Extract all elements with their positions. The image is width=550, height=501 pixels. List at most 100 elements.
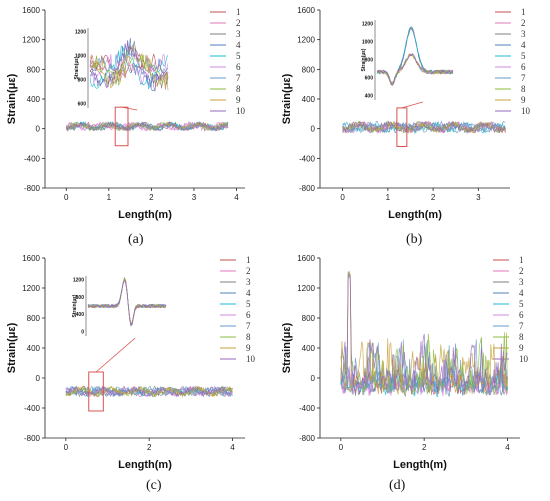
inset-tick-label: 600 — [365, 76, 374, 82]
legend-label: 4 — [521, 40, 526, 50]
legend-label: 10 — [236, 106, 246, 116]
legend-label: 9 — [519, 343, 524, 353]
series-line-8 — [340, 272, 508, 396]
legend-label: 8 — [521, 84, 526, 94]
x-tick-label: 2 — [422, 443, 427, 452]
y-tick-label: 1200 — [22, 284, 40, 293]
inset-tick-label: 400 — [76, 312, 85, 318]
inset-tick-label: 800 — [76, 295, 85, 301]
legend-label: 2 — [521, 18, 526, 28]
y-tick-label: 1200 — [297, 36, 315, 45]
y-tick-label: 1200 — [22, 36, 40, 45]
y-tick-label: 0 — [311, 125, 316, 134]
inset-series-9 — [89, 45, 169, 89]
y-tick-label: -800 — [24, 184, 41, 193]
panel-d: -800 -400 0 400 800 1200 1600 0 2 4 Length(m) Strai… — [275, 252, 550, 501]
y-tick-label: 800 — [27, 65, 41, 74]
legend-label: 1 — [519, 255, 524, 265]
legend-label: 2 — [246, 266, 251, 276]
legend-label: 9 — [246, 343, 251, 353]
x-tick-label: 1 — [386, 193, 391, 202]
panel-b: -800 -400 0 400 800 1200 1600 0 1 2 3 Length(m) Stra… — [275, 0, 550, 260]
legend-label: 5 — [521, 51, 526, 61]
inset-series-8 — [87, 277, 166, 326]
inset-series-9 — [376, 53, 454, 87]
inset-tick-label: 1000 — [75, 54, 86, 60]
panel-a: -800 -400 0 400 800 1200 1600 0 1 2 3 4 Length(m) Str… — [0, 0, 275, 260]
chart-c: -800 -400 0 400 800 1200 1600 0 2 4 Length(m) Strai… — [6, 254, 256, 471]
legend-label: 6 — [246, 310, 251, 320]
legend-label: 1 — [246, 255, 251, 265]
legend-label: 9 — [521, 95, 526, 105]
inset-tick-label: 1000 — [362, 40, 373, 46]
series-line-4 — [65, 385, 233, 398]
x-tick-label: 2 — [149, 193, 154, 202]
legend-label: 5 — [519, 299, 524, 309]
series-line-7 — [340, 271, 508, 396]
y-tick-label: 1600 — [297, 6, 315, 15]
inset-y-label: Strain(με) — [74, 56, 80, 79]
y-tick-label: -400 — [24, 404, 41, 413]
x-tick-label: 0 — [340, 193, 345, 202]
legend-label: 7 — [246, 321, 251, 331]
legend-label: 5 — [236, 51, 241, 61]
legend-label: 4 — [236, 40, 241, 50]
legend-label: 7 — [521, 73, 526, 83]
y-tick-label: 1200 — [297, 284, 315, 293]
series-line-10 — [340, 273, 508, 396]
legend-label: 10 — [521, 106, 531, 116]
x-tick-label: 4 — [505, 443, 510, 452]
legend-label: 6 — [236, 62, 241, 72]
inset-series-5 — [87, 277, 167, 326]
inset-series-7 — [87, 277, 167, 325]
y-tick-label: 800 — [302, 314, 316, 323]
y-tick-label: 1600 — [22, 6, 40, 15]
x-tick-label: 4 — [230, 443, 235, 452]
legend-label: 10 — [519, 354, 529, 364]
x-tick-label: 1 — [107, 193, 112, 202]
inset-series-1 — [89, 53, 169, 78]
y-tick-label: 800 — [27, 314, 41, 323]
series-line-9 — [340, 270, 508, 396]
inset-series-6 — [89, 53, 169, 86]
x-axis-label: Length(m) — [118, 459, 172, 471]
y-tick-label: 0 — [36, 125, 41, 134]
legend-label: 4 — [246, 288, 251, 298]
x-axis-label: Length(m) — [118, 209, 172, 221]
inset-tick-label: 800 — [78, 78, 87, 84]
inset-tick-label: 1200 — [362, 22, 373, 28]
y-tick-label: -400 — [299, 154, 316, 163]
inset-arrow — [95, 337, 136, 373]
inset-tick-label: 600 — [78, 102, 87, 108]
x-tick-label: 0 — [339, 443, 344, 452]
legend-label: 4 — [519, 288, 524, 298]
inset-tick-label: 800 — [365, 58, 374, 64]
inset-series-4 — [87, 280, 167, 327]
panel-label-a: (a) — [128, 232, 144, 247]
inset-arrow — [121, 106, 138, 111]
inset-series-3 — [87, 277, 167, 324]
legend-label: 2 — [519, 266, 524, 276]
legend-label: 7 — [236, 73, 241, 83]
y-axis-label: Strain(με) — [6, 322, 18, 373]
legend-label: 8 — [236, 84, 241, 94]
y-tick-label: 400 — [27, 344, 41, 353]
panel-label-c: (c) — [146, 478, 162, 493]
y-tick-label: 1600 — [297, 254, 315, 263]
x-tick-label: 3 — [476, 193, 481, 202]
y-tick-label: -800 — [299, 434, 316, 443]
legend-label: 3 — [246, 277, 251, 287]
series-line-10 — [65, 385, 233, 398]
x-tick-label: 2 — [147, 443, 152, 452]
y-tick-label: 0 — [311, 374, 316, 383]
panel-label-d: (d) — [389, 478, 406, 493]
legend-label: 8 — [519, 332, 524, 342]
y-tick-label: 400 — [27, 95, 41, 104]
chart-d: -800 -400 0 400 800 1200 1600 0 2 4 Length(m) Strai… — [281, 254, 529, 471]
inset-series-8 — [89, 54, 169, 91]
series-line-6 — [342, 120, 506, 135]
inset-y-label: Strain(με) — [361, 48, 367, 71]
y-axis-label: Strain(με) — [6, 73, 18, 124]
